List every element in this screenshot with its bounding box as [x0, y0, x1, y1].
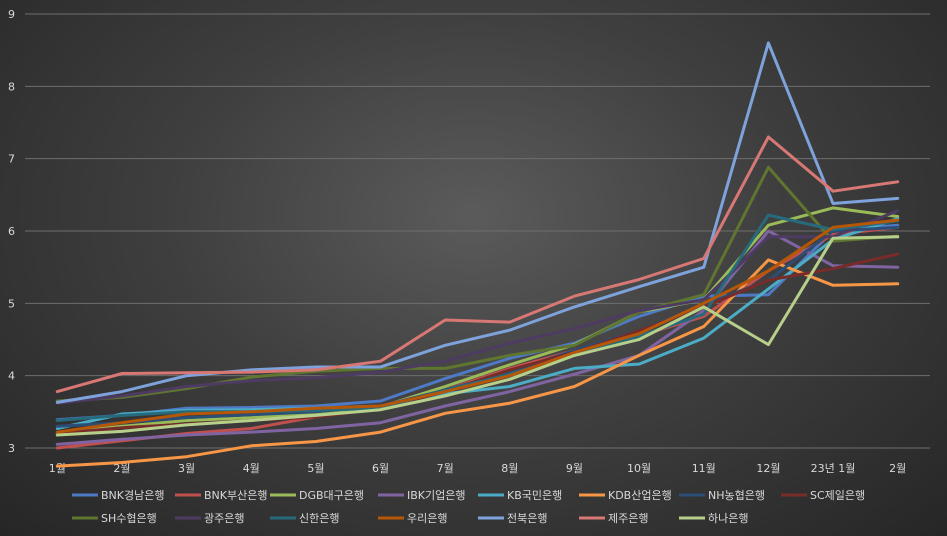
legend-label: NH농협은행 — [708, 489, 765, 502]
series-line — [55, 41, 900, 404]
x-tick-label: 4월 — [243, 462, 260, 475]
legend-label: SC제일은행 — [810, 488, 865, 502]
x-tick-label: 1월 — [49, 462, 66, 475]
x-tick-label: 7월 — [437, 462, 454, 475]
legend-label: DGB대구은행 — [299, 489, 364, 502]
legend-label: 우리은행 — [407, 512, 447, 525]
series-line — [55, 225, 900, 428]
series-line — [55, 223, 900, 422]
x-tick-label: 10월 — [627, 462, 651, 475]
y-tick-label: 5 — [8, 297, 15, 310]
legend-label: 하나은행 — [708, 511, 748, 525]
legend-label: 제주은행 — [608, 512, 648, 525]
x-tick-label: 2월 — [889, 462, 906, 475]
y-tick-label: 8 — [8, 80, 15, 93]
legend-label: SH수협은행 — [101, 512, 157, 525]
legend-label: 신한은행 — [299, 512, 339, 525]
x-tick-label: 9월 — [566, 462, 583, 475]
x-tick-label: 3월 — [178, 462, 195, 475]
legend-label: BNK부산은행 — [204, 489, 267, 502]
x-tick-label: 12월 — [756, 462, 780, 475]
series-line — [55, 235, 900, 437]
series-line — [55, 209, 900, 405]
legend-label: BNK경남은행 — [101, 489, 164, 502]
x-tick-label: 2월 — [113, 462, 130, 475]
series-line — [55, 217, 900, 430]
series-line — [55, 165, 900, 403]
legend-label: KDB산업은행 — [608, 489, 672, 502]
y-tick-label: 3 — [8, 442, 15, 455]
series-line — [55, 135, 900, 394]
legend-label: 광주은행 — [204, 512, 244, 525]
series-line — [55, 258, 900, 468]
series-line — [55, 206, 900, 435]
legend-label: IBK기업은행 — [407, 489, 465, 502]
legend-label: 전북은행 — [507, 512, 547, 525]
y-tick-label: 6 — [8, 225, 15, 238]
x-tick-label: 6월 — [372, 462, 389, 475]
x-tick-label: 5월 — [307, 462, 324, 475]
y-tick-label: 9 — [8, 8, 15, 21]
x-tick-label: 11월 — [692, 462, 716, 475]
series-line — [55, 218, 900, 434]
series-line — [55, 252, 900, 435]
x-tick-label: 8월 — [501, 462, 518, 475]
x-tick-label: 23년 1월 — [811, 462, 856, 475]
y-tick-label: 7 — [8, 153, 15, 166]
series-line — [55, 229, 900, 446]
y-tick-label: 4 — [8, 370, 15, 383]
legend-label: KB국민은행 — [507, 489, 562, 502]
